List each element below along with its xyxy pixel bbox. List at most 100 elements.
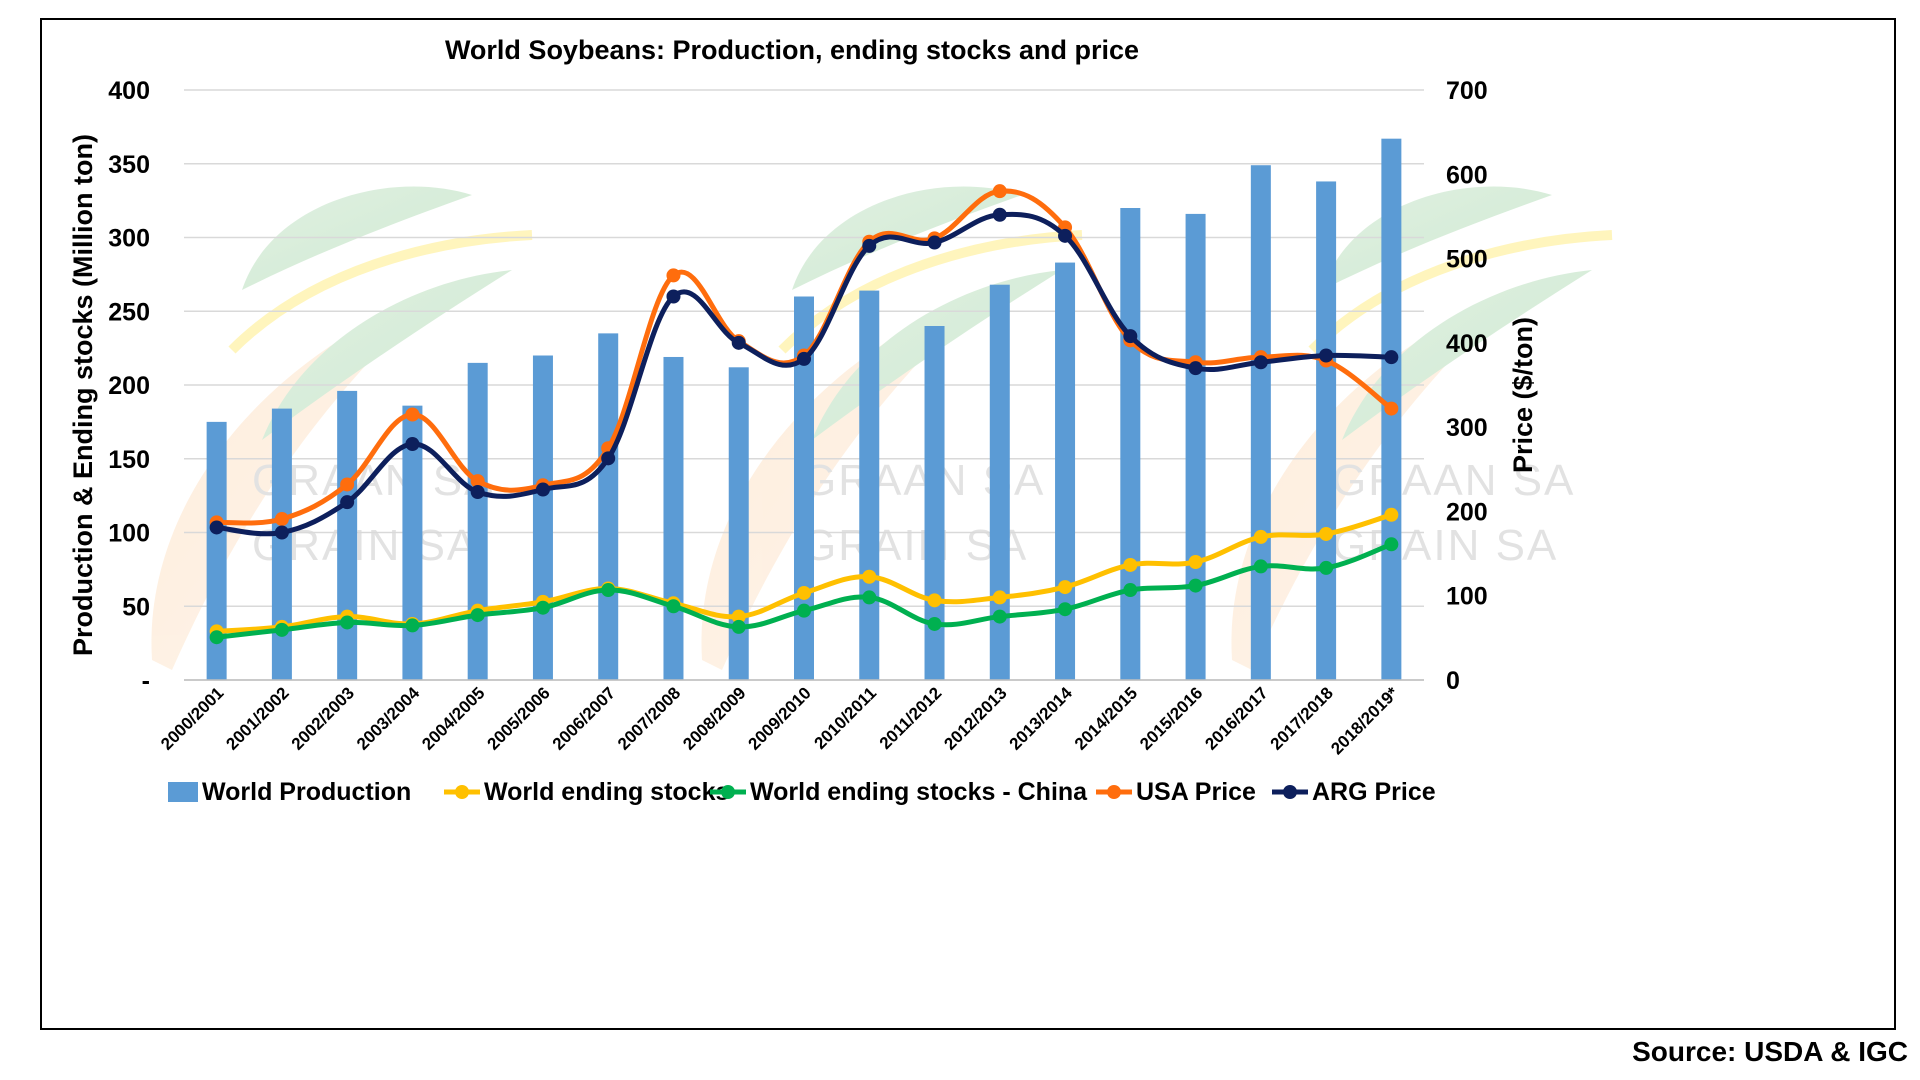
series-point <box>209 630 224 645</box>
series-point <box>992 184 1007 199</box>
bar <box>794 296 814 680</box>
series-point <box>405 618 420 633</box>
watermark-text-top-3: GRAAN SA <box>1332 456 1575 505</box>
left-tick-label: 350 <box>108 151 150 179</box>
right-tick-label: 600 <box>1446 161 1488 189</box>
series-point <box>1188 578 1203 593</box>
series-point <box>1384 401 1399 416</box>
y-axis-label-right: Price ($/ton) <box>1508 317 1538 473</box>
series-point <box>862 569 877 584</box>
bar <box>1120 208 1141 680</box>
legend-label: World ending stocks - China <box>750 778 1088 806</box>
left-tick-label: 400 <box>108 77 150 105</box>
watermark-leaf-yellow-1 <box>228 230 533 354</box>
watermark-leaf-green-3 <box>1322 186 1552 290</box>
series-point <box>666 268 681 283</box>
series-point <box>1058 602 1073 617</box>
series-point <box>1058 228 1073 243</box>
series-point <box>797 351 811 366</box>
right-tick-label: 0 <box>1446 667 1460 695</box>
bar <box>1316 181 1337 680</box>
watermark-text-bottom-2: GRAIN SA <box>802 521 1028 570</box>
series-point <box>1319 560 1334 575</box>
x-tick-label: 2008/2009 <box>679 683 749 753</box>
series-point <box>1123 329 1138 344</box>
left-tick-label: 200 <box>108 372 150 400</box>
series-point <box>731 619 746 634</box>
series-point <box>731 335 746 350</box>
legend-swatch-marker <box>1283 785 1297 799</box>
series-point <box>1188 555 1203 569</box>
x-tick-label: 2016/2017 <box>1201 683 1271 753</box>
watermark-leaf-yellow-3 <box>1308 230 1613 354</box>
x-tick-label: 2013/2014 <box>1006 683 1077 754</box>
left-tick-label: 250 <box>108 298 150 326</box>
series-point <box>470 485 485 500</box>
left-axis: - 50 100 150 200 250 300 350 400 <box>108 77 150 695</box>
bar <box>337 390 358 680</box>
series-point <box>666 599 681 614</box>
series-point <box>1058 580 1073 595</box>
series-point <box>1123 557 1138 572</box>
left-tick-label: 150 <box>108 446 150 474</box>
series-point <box>1188 361 1203 376</box>
bar <box>598 333 619 680</box>
right-tick-label: 400 <box>1446 330 1488 358</box>
bar <box>1185 213 1206 680</box>
series-point <box>731 609 746 624</box>
legend-label: USA Price <box>1136 778 1256 806</box>
bar <box>989 284 1010 680</box>
series-point <box>1384 537 1399 552</box>
bar <box>663 356 684 680</box>
series-point <box>1319 526 1334 541</box>
bar <box>1250 165 1271 681</box>
legend-item-world-ending-stocks-china: World ending stocks - China <box>710 778 1088 806</box>
series-arg-price <box>209 207 1399 540</box>
bar <box>728 367 749 680</box>
x-tick-label: 2012/2013 <box>940 683 1010 753</box>
y-axis-label-left: Production & Ending stocks (Million ton) <box>68 134 98 656</box>
series-point <box>1319 348 1334 363</box>
x-tick-label: 2018/2019* <box>1327 683 1402 758</box>
series-world-ending-stocks-china <box>209 537 1399 645</box>
line-series <box>209 184 1399 645</box>
x-tick-label: 2007/2008 <box>614 683 684 753</box>
right-axis: 0 100 200 300 400 500 600 700 <box>1446 77 1488 695</box>
series-point <box>927 616 942 631</box>
series-point <box>340 477 355 492</box>
series-point <box>862 590 877 605</box>
watermark-leaf-yellow-2 <box>778 230 1083 354</box>
series-point <box>274 622 289 637</box>
chart-frame: GRAAN SA GRAIN SA GRAAN SA GRAIN SA GRAAN SA… <box>40 18 1896 1030</box>
series-point <box>862 238 877 253</box>
watermark-text-top-1: GRAAN SA <box>252 456 495 505</box>
series-point <box>992 207 1007 222</box>
watermark-text-bottom-3: GRAIN SA <box>1332 521 1558 570</box>
right-tick-label: 200 <box>1446 498 1488 526</box>
series-point <box>1253 559 1268 574</box>
x-tick-label: 2004/2005 <box>418 683 488 753</box>
bar <box>271 408 292 680</box>
bar <box>859 290 880 680</box>
x-tick-label: 2014/2015 <box>1071 683 1141 753</box>
series-point <box>405 407 420 422</box>
left-tick-label: 100 <box>108 520 150 548</box>
legend-label: ARG Price <box>1312 778 1436 806</box>
series-point <box>797 585 811 600</box>
x-tick-label: 2000/2001 <box>157 683 227 753</box>
legend-item-arg-price: ARG Price <box>1272 778 1436 806</box>
series-point <box>927 593 942 608</box>
x-tick-label: 2009/2010 <box>745 683 815 753</box>
watermark-leaf-green-1 <box>242 186 472 290</box>
right-tick-label: 500 <box>1446 246 1488 274</box>
series-point <box>340 495 355 510</box>
legend-swatch-marker <box>455 785 469 799</box>
series-point <box>992 609 1007 624</box>
right-tick-label: 700 <box>1446 77 1488 105</box>
series-point <box>1253 355 1268 370</box>
series-point <box>470 608 485 623</box>
series-point <box>274 512 289 527</box>
bar <box>467 362 488 680</box>
